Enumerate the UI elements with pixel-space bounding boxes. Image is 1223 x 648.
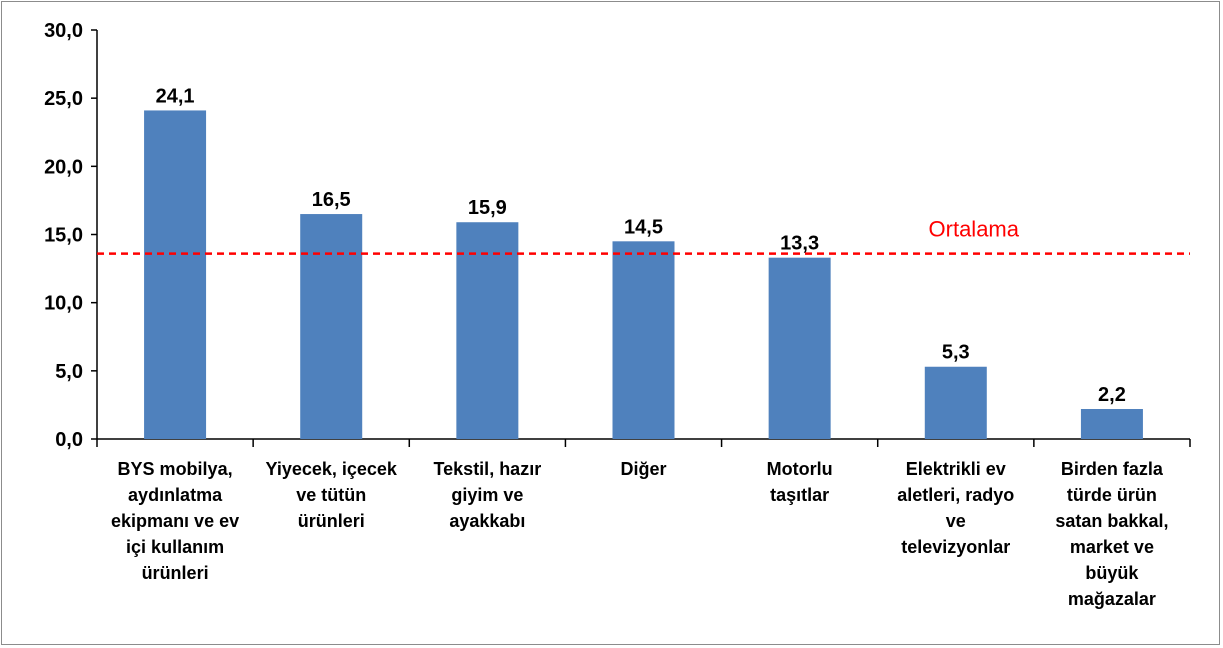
data-label: 14,5 [624,216,663,238]
y-tick-label: 30,0 [44,20,83,42]
y-tick-label: 0,0 [55,429,83,451]
data-label: 16,5 [312,189,351,211]
x-tick-label: BYS mobilya, aydınlatma ekipmanı ve ev içi … [111,459,239,583]
chart-labels: 24,1 BYS mobilya, aydınlatma ekipmanı ve ev… [97,85,1190,609]
y-tick-label: 25,0 [44,88,83,110]
bar [1080,409,1143,439]
bar [300,214,363,439]
chart-bars [144,110,1143,439]
x-tick-label: Yiyecek, içecek ve tütün ürünleri [265,459,397,531]
bar [144,110,207,439]
data-label: 2,2 [1098,384,1126,406]
chart-axes: 0,0 5,0 10,0 15,0 20,0 25,0 30,0 [44,20,1191,451]
y-tick-label: 20,0 [44,156,83,178]
bar [612,241,675,439]
y-tick-label: 15,0 [44,225,83,247]
bar [924,366,987,439]
x-tick-label: Motorlu taşıtlar [767,459,833,505]
y-tick-label: 5,0 [55,361,83,383]
data-label: 15,9 [468,197,507,219]
x-tick-label: Tekstil, hazır giyim ve ayakkabı [434,459,542,531]
data-label: 13,3 [780,233,819,255]
bar [456,222,519,439]
data-label: 24,1 [156,85,195,107]
y-tick-label: 10,0 [44,293,83,315]
average-reference-label: Ortalama [929,217,1020,242]
x-tick-label: Elektrikli ev aletleri, radyo ve televizyon… [897,459,1014,557]
x-tick-label: Birden fazla türde ürün satan bakkal, marke… [1055,459,1168,609]
data-label: 5,3 [942,342,970,364]
bar [768,257,831,439]
x-tick-label: Diğer [620,459,666,479]
